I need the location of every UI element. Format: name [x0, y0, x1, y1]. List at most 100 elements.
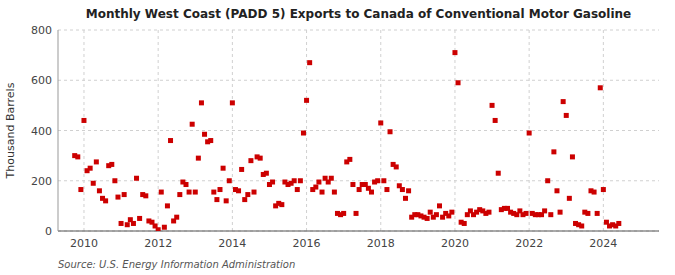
y-grid-line: [58, 231, 659, 232]
point: [94, 159, 99, 164]
point: [239, 167, 244, 172]
point: [245, 192, 250, 197]
point: [91, 181, 96, 186]
x-tick-label: 2022: [515, 237, 543, 250]
point: [558, 210, 563, 215]
point: [298, 178, 303, 183]
point: [400, 187, 405, 192]
point: [190, 122, 195, 127]
source: Source: U.S. Energy Information Administ…: [58, 259, 295, 270]
point: [381, 178, 386, 183]
point: [196, 156, 201, 161]
point: [388, 129, 393, 134]
point: [449, 210, 454, 215]
point: [329, 176, 334, 181]
point: [174, 215, 179, 220]
x-grid-line: [380, 30, 381, 231]
point: [75, 154, 80, 159]
y-tick-label: 200: [31, 175, 52, 188]
y-tick-label: 400: [31, 125, 52, 138]
grid: [58, 30, 659, 231]
point: [551, 149, 556, 154]
point: [564, 113, 569, 118]
point: [403, 196, 408, 201]
chart: 0200400600800201020122014201620182020202…: [0, 0, 675, 275]
point: [270, 180, 275, 185]
point: [258, 156, 263, 161]
point: [384, 187, 389, 192]
point: [168, 138, 173, 143]
point: [119, 221, 124, 226]
point: [369, 190, 374, 195]
point: [554, 188, 559, 193]
x-grid-line: [158, 30, 159, 231]
x-tick-label: 2024: [589, 237, 617, 250]
point: [183, 182, 188, 187]
point: [193, 190, 198, 195]
point: [406, 188, 411, 193]
point: [279, 202, 284, 207]
point: [486, 210, 491, 215]
y-axis-line: [58, 30, 59, 231]
point: [156, 227, 161, 231]
point: [542, 208, 547, 213]
point: [78, 187, 83, 192]
y-grid-line: [58, 130, 659, 131]
y-axis-label: Thousand Barrels: [4, 82, 17, 179]
x-axis-line: [58, 231, 659, 232]
point: [354, 211, 359, 216]
point: [567, 196, 572, 201]
point: [227, 178, 232, 183]
point: [313, 185, 318, 190]
point: [109, 162, 114, 167]
x-grid-line: [454, 30, 455, 231]
point: [307, 60, 312, 65]
y-grid-line: [58, 80, 659, 81]
y-grid-line: [58, 30, 659, 31]
x-tick-label: 2012: [144, 237, 172, 250]
point: [585, 211, 590, 216]
point: [452, 50, 457, 55]
point: [456, 80, 461, 85]
x-grid-line: [232, 30, 233, 231]
points: [72, 50, 621, 231]
point: [252, 190, 257, 195]
point: [125, 222, 130, 227]
point: [378, 120, 383, 125]
point: [332, 190, 337, 195]
point: [137, 216, 142, 221]
point: [490, 103, 495, 108]
point: [527, 131, 532, 136]
point: [592, 190, 597, 195]
point: [103, 198, 108, 203]
background: [0, 0, 675, 275]
point: [295, 187, 300, 192]
point: [264, 171, 269, 176]
x-tick-label: 2016: [293, 237, 321, 250]
title: Monthly West Coast (PADD 5) Exports to C…: [86, 7, 632, 21]
point: [143, 193, 148, 198]
point: [425, 216, 430, 221]
point: [292, 178, 297, 183]
point: [88, 166, 93, 171]
y-grid-line: [58, 180, 659, 181]
x-tick-label: 2020: [441, 237, 469, 250]
point: [394, 164, 399, 169]
point: [162, 225, 167, 230]
point: [462, 221, 467, 226]
point: [375, 178, 380, 183]
y-tick-label: 0: [45, 225, 52, 238]
point: [211, 190, 216, 195]
point: [97, 188, 102, 193]
point: [434, 212, 439, 217]
y-tick-label: 600: [31, 74, 52, 87]
point: [81, 118, 86, 123]
x-grid-line: [83, 30, 84, 231]
point: [437, 203, 442, 208]
point: [202, 132, 207, 137]
point: [248, 158, 253, 163]
point: [304, 98, 309, 103]
point: [199, 100, 204, 105]
point: [316, 180, 321, 185]
point: [341, 211, 346, 216]
